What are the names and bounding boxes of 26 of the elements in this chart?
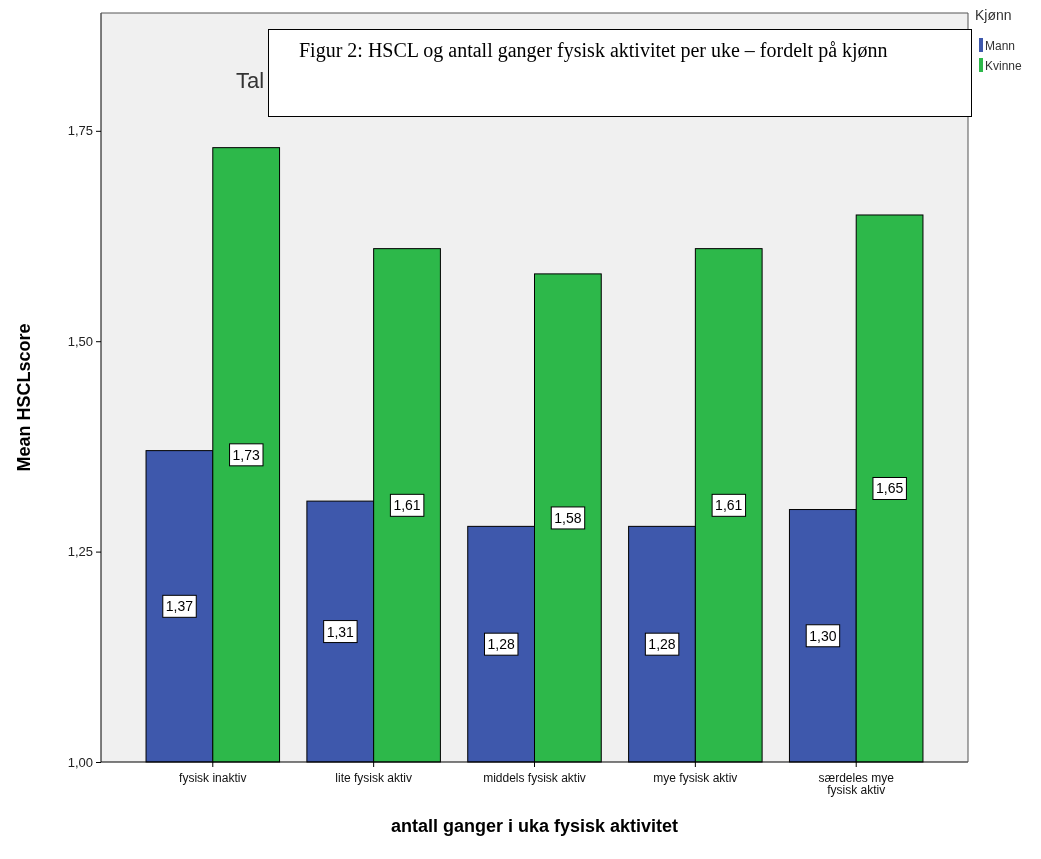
annotation: Tal [236, 68, 265, 93]
data-label: 1,37 [165, 598, 194, 615]
x-tick-label: fysisk inaktiv [179, 771, 247, 785]
y-tick-label: 1,00 [67, 754, 93, 770]
y-tick-label: 1,75 [67, 123, 93, 139]
legend-label: Mann [985, 39, 1016, 53]
y-axis-title: Mean HSCLscore [14, 323, 34, 472]
data-label: 1,73 [232, 446, 261, 463]
x-axis-title: antall ganger i uka fysisk aktivitet [390, 816, 679, 836]
data-label: 1,28 [487, 636, 515, 653]
data-label: 1,61 [715, 497, 743, 514]
legend-title: Kjønn [975, 7, 1012, 23]
x-tick-label: mye fysisk aktiv [653, 771, 738, 785]
data-label: 1,65 [875, 480, 904, 497]
data-label: 1,30 [809, 627, 837, 644]
data-label: 1,31 [326, 623, 355, 640]
x-tick-label: middels fysisk aktiv [483, 771, 586, 785]
legend-label: Kvinne [985, 59, 1023, 73]
data-label: 1,58 [554, 509, 582, 526]
data-label: 1,28 [648, 636, 676, 653]
caption-box: Figur 2: HSCL og antall ganger fysisk aktivitet per uke – fordelt på kjønn [268, 29, 972, 117]
x-tick-label: særdeles mye fysisk aktiv [818, 771, 895, 797]
data-label: 1,61 [393, 497, 421, 514]
x-tick-label: lite fysisk aktiv [335, 771, 412, 785]
y-tick-label: 1,25 [67, 544, 93, 560]
y-tick-label: 1,50 [67, 333, 93, 349]
